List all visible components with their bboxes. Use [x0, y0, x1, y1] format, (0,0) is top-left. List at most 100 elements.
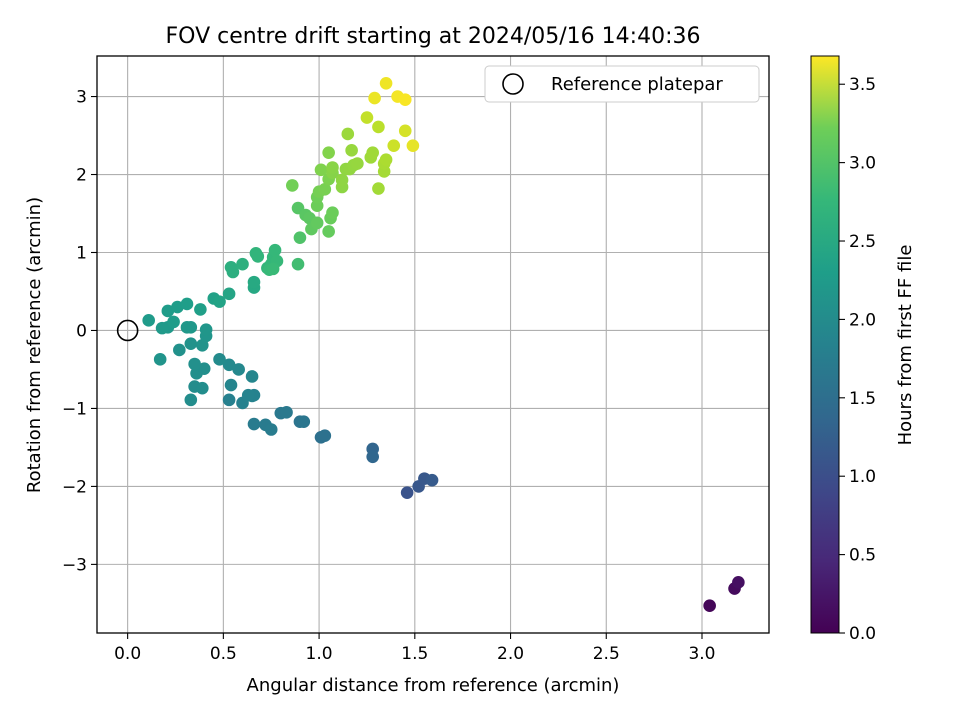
plot-frame — [96, 55, 770, 634]
colorbar-tick-label: 2.5 — [849, 232, 876, 252]
y-tick-label: −2 — [62, 477, 87, 497]
data-point — [142, 314, 155, 327]
data-point — [155, 321, 169, 335]
x-tick-label: 0.0 — [114, 644, 141, 664]
data-point — [372, 120, 385, 134]
colorbar — [810, 55, 840, 634]
data-point — [264, 423, 278, 436]
chart-title: FOV centre drift starting at 2024/05/16 … — [166, 24, 701, 49]
colorbar-label: Hours from first FF file — [895, 245, 916, 446]
data-point — [222, 358, 236, 372]
data-point — [291, 257, 305, 271]
data-point — [213, 295, 226, 308]
data-point — [398, 124, 412, 138]
data-point — [387, 139, 401, 152]
data-point — [345, 144, 358, 157]
data-point — [232, 363, 245, 376]
data-point — [180, 297, 194, 311]
colorbar-tick-label: 1.5 — [849, 389, 876, 409]
data-point — [293, 231, 307, 244]
data-point — [335, 173, 349, 187]
y-tick-label: −1 — [62, 399, 87, 419]
data-point — [310, 216, 324, 230]
data-point — [236, 257, 249, 271]
data-point — [173, 343, 186, 357]
data-point — [247, 275, 261, 289]
data-point — [406, 139, 420, 152]
data-point — [326, 161, 339, 174]
data-point — [351, 157, 364, 170]
data-point — [322, 146, 335, 159]
data-point — [241, 388, 255, 402]
data-point — [341, 127, 355, 141]
data-point — [184, 337, 198, 351]
y-tick-label: 1 — [76, 243, 87, 263]
x-tick-label: 1.0 — [306, 644, 333, 664]
data-point — [171, 300, 184, 314]
y-tick-label: 3 — [76, 88, 87, 108]
x-tick-label: 3.0 — [688, 644, 715, 664]
data-point — [322, 225, 335, 238]
data-point — [280, 406, 293, 419]
data-point — [226, 265, 240, 279]
data-point — [184, 393, 198, 407]
data-points — [142, 76, 745, 613]
y-axis-ticks: −3 −2 −1 0 1 2 3 — [62, 88, 97, 575]
x-axis-label: Angular distance from reference (arcmin) — [247, 675, 620, 696]
x-tick-label: 0.5 — [210, 644, 237, 664]
data-point — [425, 473, 439, 487]
legend-marker-icon — [502, 73, 524, 95]
data-point — [379, 153, 393, 167]
data-point — [297, 415, 311, 428]
colorbar-tick-label: 3.5 — [849, 75, 876, 95]
colorbar-tick-label: 0.0 — [849, 624, 876, 644]
colorbar-tick-label: 1.0 — [849, 467, 876, 487]
data-point — [318, 429, 332, 443]
data-point — [703, 599, 716, 613]
data-point — [732, 576, 745, 589]
y-tick-label: −3 — [62, 555, 87, 575]
data-point — [398, 93, 412, 106]
colorbar-tick-label: 3.0 — [849, 154, 876, 174]
colorbar-ticks: 0.0 0.5 1.0 1.5 2.0 2.5 3.0 3.5 — [839, 75, 876, 644]
legend: Reference platepar — [484, 65, 760, 103]
legend-box — [484, 65, 760, 103]
colorbar-tick-label: 0.5 — [849, 546, 876, 566]
data-point — [266, 262, 280, 276]
data-point — [199, 323, 213, 336]
colorbar-tick-label: 2.0 — [849, 310, 876, 330]
data-point — [247, 417, 261, 431]
data-point — [153, 353, 167, 366]
data-point — [268, 243, 282, 257]
data-point — [245, 370, 259, 383]
data-point — [326, 206, 339, 220]
reference-point-marker — [116, 319, 139, 342]
data-point — [222, 287, 236, 301]
data-point — [366, 146, 379, 159]
data-point — [379, 76, 393, 90]
data-point — [195, 381, 209, 395]
data-point — [213, 353, 226, 366]
x-tick-label: 1.5 — [401, 644, 428, 664]
data-point — [222, 393, 236, 407]
data-point — [197, 362, 211, 375]
x-tick-label: 2.5 — [593, 644, 620, 664]
data-point — [318, 183, 332, 196]
data-point — [368, 91, 381, 105]
data-point — [167, 315, 180, 329]
data-point — [285, 179, 299, 192]
data-point — [224, 378, 238, 392]
data-point — [400, 486, 414, 499]
data-point — [251, 250, 265, 263]
data-point — [314, 163, 328, 177]
data-point — [372, 182, 385, 195]
data-point — [184, 321, 198, 334]
data-point — [161, 304, 175, 318]
legend-entry-reference: Reference platepar — [551, 74, 723, 95]
data-point — [366, 450, 379, 464]
x-tick-label: 2.0 — [497, 644, 524, 664]
data-point — [188, 357, 201, 371]
data-point — [360, 111, 374, 124]
data-point — [194, 303, 207, 316]
